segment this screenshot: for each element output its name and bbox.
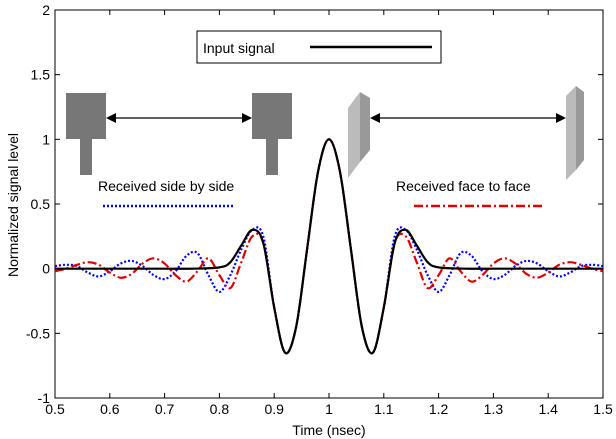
y-tick-label: 0 [42,261,50,277]
y-tick-label: 2 [42,2,50,18]
plot-frame [54,9,604,399]
x-tick-label: 0.7 [155,401,175,417]
legend: Input signal [196,30,442,64]
antenna-face-right-icon [566,86,584,180]
legend-label-input-signal: Input signal [203,40,275,56]
x-tick-label: 1.5 [593,401,613,417]
x-tick-label: 0.9 [264,401,284,417]
annotation-side-by-side: Received side by side [98,178,234,194]
x-axis: 0.5 0.6 0.7 0.8 0.9 1 1.1 1.2 1.3 1.4 1.5 [45,10,613,417]
x-tick-label: 1.2 [429,401,449,417]
x-tick-label: 0.6 [100,401,120,417]
y-axis-title: Normalized signal level [5,133,21,277]
y-axis: -1 -0.5 0 0.5 1 1.5 2 [26,2,603,406]
x-tick-label: 1.3 [484,401,504,417]
x-axis-title: Time (nsec) [292,422,365,438]
series-line-input-signal [55,138,603,355]
y-tick-label: 1.5 [31,67,51,83]
annotation-face-to-face: Received face to face [396,178,531,194]
y-tick-label: 0.5 [31,196,51,212]
x-tick-label: 1.4 [538,401,558,417]
y-tick-label: -1 [38,390,51,406]
antenna-side-left-icon [66,93,106,175]
x-tick-label: 0.5 [45,401,65,417]
antenna-side-right-icon [252,93,292,175]
antenna-face-left-icon [348,92,370,178]
distance-arrow-face [370,113,566,123]
x-tick-label: 1.1 [374,401,394,417]
x-tick-label: 1 [325,401,333,417]
y-tick-label: 1 [42,131,50,147]
distance-arrow-side [106,113,252,123]
series-layer [54,138,604,355]
x-tick-label: 0.8 [210,401,230,417]
y-tick-label: -0.5 [26,325,50,341]
